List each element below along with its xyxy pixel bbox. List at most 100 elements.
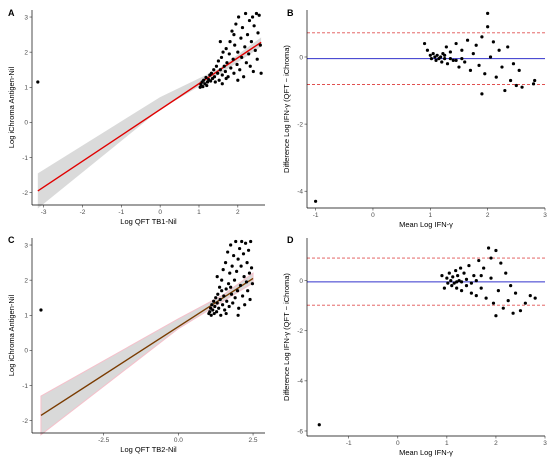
data-point-a-51 xyxy=(247,52,251,56)
y-axis-title-a: Log iChroma Antigen-Nil xyxy=(7,67,16,149)
data-point-d-40 xyxy=(528,294,532,298)
data-point-c-9 xyxy=(213,304,217,309)
data-point-a-49 xyxy=(244,61,248,65)
data-point-b-7 xyxy=(434,58,438,62)
data-point-d-6 xyxy=(449,279,453,283)
data-point-d-4 xyxy=(446,281,450,285)
data-point-b-3 xyxy=(428,53,432,57)
x-tick-label-c-0: -2.5 xyxy=(98,437,110,444)
data-point-c-53 xyxy=(246,289,250,293)
data-point-a-38 xyxy=(234,22,238,26)
data-point-b-39 xyxy=(514,83,518,88)
data-point-b-25 xyxy=(474,43,478,47)
data-point-d-45 xyxy=(455,280,459,284)
x-axis-title-d: Mean Log IFN-γ xyxy=(399,448,453,457)
y-tick-label-c-4: 2 xyxy=(24,277,28,284)
data-point-c-11 xyxy=(215,310,219,314)
data-point-a-12 xyxy=(209,79,213,83)
data-point-d-15 xyxy=(459,289,464,293)
y-tick-label-d-0: -6 xyxy=(297,428,303,435)
x-tick-label-b-0: -1 xyxy=(313,212,319,219)
data-point-c-18 xyxy=(220,278,224,282)
data-point-b-33 xyxy=(497,48,501,52)
data-point-a-2 xyxy=(199,82,203,87)
data-point-b-28 xyxy=(483,72,487,76)
data-point-b-17 xyxy=(451,58,455,62)
data-point-b-46 xyxy=(460,57,464,61)
y-tick-label-a-5: 3 xyxy=(24,14,28,21)
x-axis-title-b: Mean Log IFN-γ xyxy=(399,220,453,229)
x-tick-label-b-1: 0 xyxy=(371,212,375,219)
data-point-c-19 xyxy=(220,303,225,307)
data-point-a-33 xyxy=(229,66,233,70)
data-point-b-8 xyxy=(435,53,439,57)
panel-d-letter: D xyxy=(287,235,294,245)
y-tick-label-b-0: -4 xyxy=(297,189,303,196)
data-point-c-35 xyxy=(232,278,237,282)
data-point-b-47 xyxy=(443,53,447,57)
data-point-d-18 xyxy=(467,263,471,268)
data-point-c-63 xyxy=(229,285,233,289)
data-point-c-57 xyxy=(249,239,253,244)
data-point-d-5 xyxy=(447,271,451,275)
data-point-d-46 xyxy=(489,256,493,260)
y-tick-label-c-1: -1 xyxy=(22,383,28,390)
x-axis-title-a: Log QFT TB1-Nil xyxy=(120,217,177,226)
data-point-a-55 xyxy=(250,15,255,19)
x-tick-label-d-1: 0 xyxy=(396,440,400,447)
data-point-c-41 xyxy=(237,306,241,310)
data-point-a-63 xyxy=(258,43,262,47)
data-point-b-4 xyxy=(429,57,434,61)
data-point-a-69 xyxy=(236,78,240,82)
data-point-c-8 xyxy=(212,311,216,316)
data-point-c-54 xyxy=(246,248,251,252)
x-tick-label-c-2: 2.5 xyxy=(249,437,258,444)
data-point-b-30 xyxy=(488,55,493,59)
data-point-a-18 xyxy=(214,64,219,68)
data-point-b-45 xyxy=(454,58,458,62)
data-point-a-59 xyxy=(254,11,259,16)
y-tick-label-a-1: -1 xyxy=(22,155,28,162)
panel-b: B -1 0 1 2 3 -4 -2 0 Mean Log IFN-γ Difference Log… xyxy=(282,8,547,229)
data-point-c-56 xyxy=(248,297,252,302)
data-point-a-43 xyxy=(239,36,243,40)
data-point-a-32 xyxy=(228,40,232,44)
data-point-d-22 xyxy=(477,258,481,263)
data-point-d-35 xyxy=(509,284,513,288)
data-point-b-42 xyxy=(531,82,536,86)
x-tick-label-a-5: 2 xyxy=(236,209,240,216)
data-point-b-1 xyxy=(422,41,427,46)
data-point-c-50 xyxy=(243,241,248,245)
data-point-b-27 xyxy=(480,35,484,39)
data-point-a-15 xyxy=(212,68,216,72)
data-point-d-24 xyxy=(482,266,486,270)
data-point-a-17 xyxy=(213,80,217,84)
data-point-a-48 xyxy=(243,11,248,16)
data-point-c-6 xyxy=(211,308,215,312)
data-point-c-34 xyxy=(232,253,236,258)
data-point-b-18 xyxy=(454,41,458,46)
panel-c-letter: C xyxy=(8,235,15,245)
data-point-d-41 xyxy=(533,296,537,300)
data-point-d-34 xyxy=(506,299,510,303)
data-point-c-10 xyxy=(214,296,218,300)
data-point-d-27 xyxy=(489,276,493,280)
data-point-b-35 xyxy=(503,88,507,93)
data-point-a-64 xyxy=(259,71,263,75)
x-tick-label-a-2: -1 xyxy=(118,209,124,216)
data-point-c-25 xyxy=(225,299,229,303)
data-point-c-60 xyxy=(215,275,219,279)
data-point-c-61 xyxy=(220,289,224,293)
y-tick-label-c-2: 0 xyxy=(24,348,28,355)
data-point-c-13 xyxy=(216,292,220,296)
data-point-d-44 xyxy=(469,281,473,285)
data-point-d-1 xyxy=(440,273,444,278)
fit-line-c xyxy=(40,277,254,417)
x-tick-label-b-4: 3 xyxy=(543,212,547,219)
data-point-c-26 xyxy=(226,250,230,254)
data-point-c-43 xyxy=(238,283,243,288)
data-point-c-5 xyxy=(210,303,214,307)
data-point-a-65 xyxy=(220,82,224,86)
data-point-c-15 xyxy=(217,285,222,289)
data-point-a-16 xyxy=(212,75,217,79)
